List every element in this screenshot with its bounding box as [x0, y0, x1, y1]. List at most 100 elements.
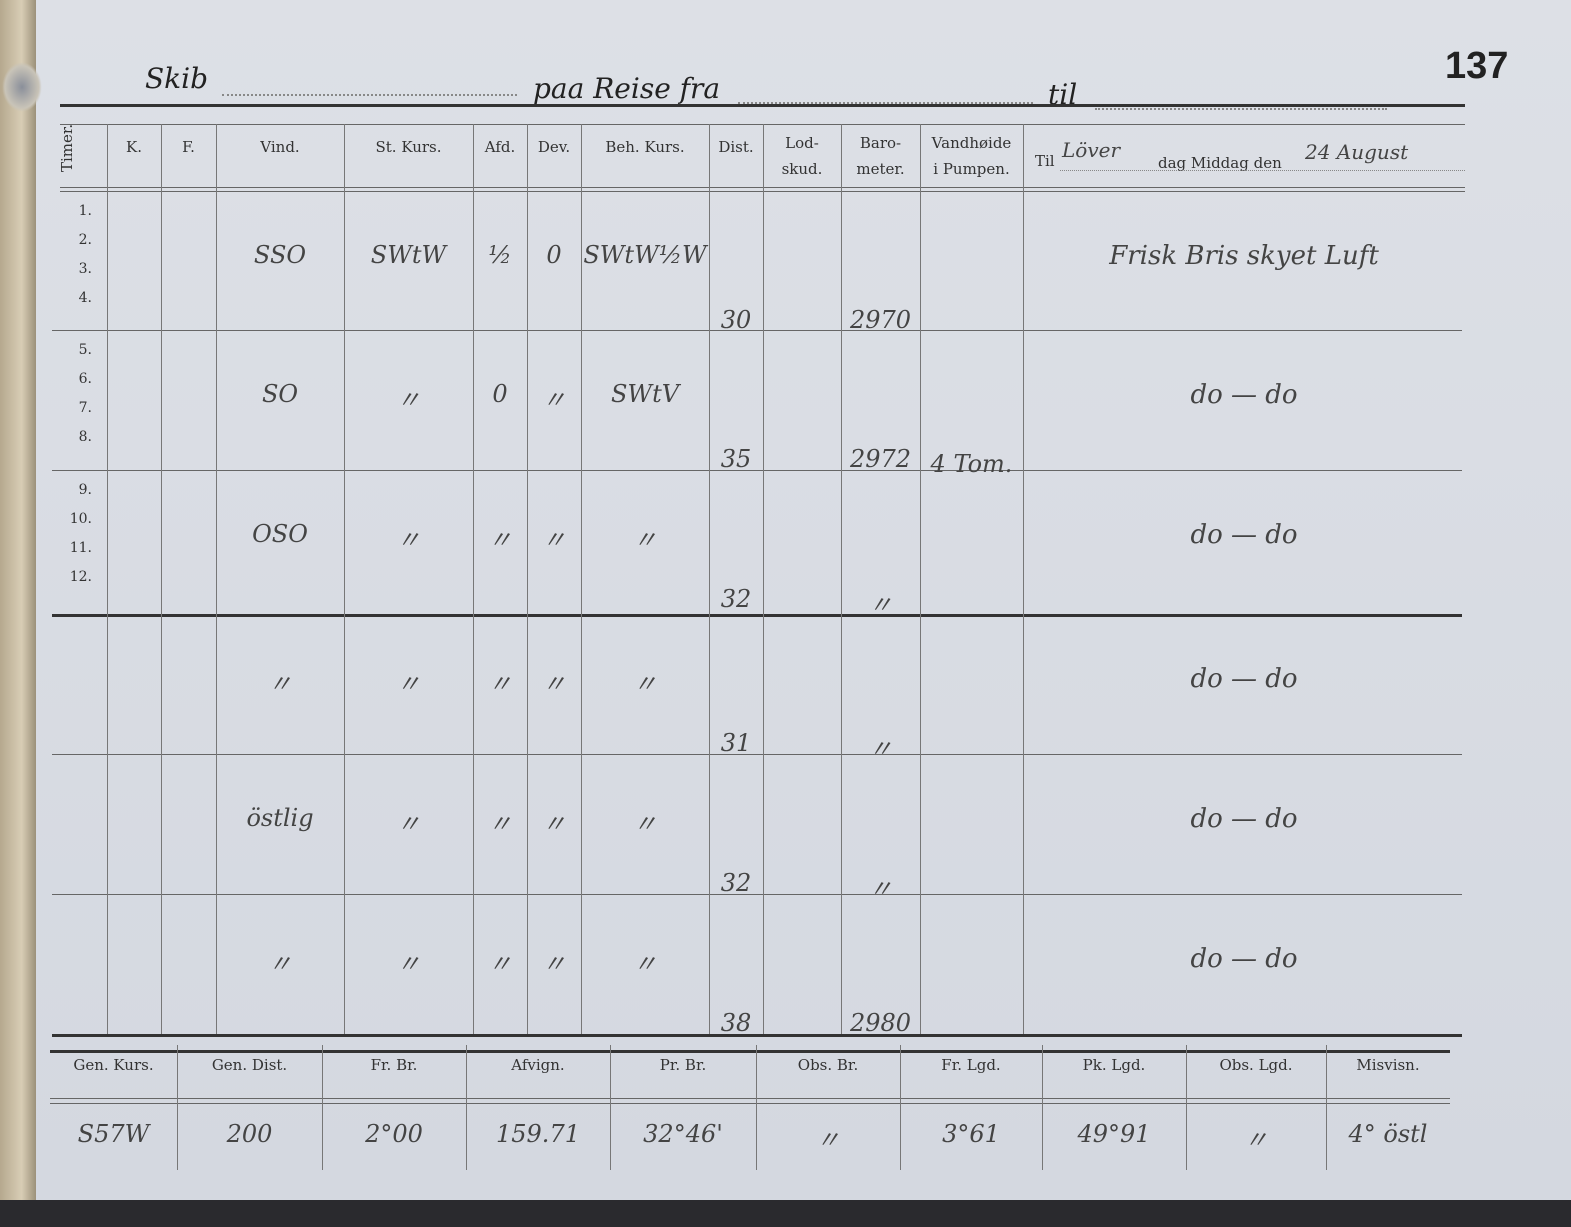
entry-afd: 〃 — [488, 810, 512, 838]
col-header-k: K. — [126, 138, 142, 156]
col-header-beh_kurs: Beh. Kurs. — [605, 138, 685, 156]
summary-header: Misvisn. — [1356, 1056, 1420, 1074]
ship-field — [222, 94, 517, 96]
col-header-f: F. — [182, 138, 195, 156]
summary-column-line — [900, 1045, 901, 1170]
entry-barometer: 〃 — [868, 735, 893, 763]
remarks-dag-middag-label: dag Middag den — [1158, 154, 1282, 172]
book-binding — [0, 0, 36, 1200]
entry-remark: do — do — [1190, 664, 1298, 694]
column-line — [920, 124, 921, 1034]
summary-header: Obs. Br. — [797, 1056, 859, 1074]
entry-vind: 〃 — [268, 670, 292, 698]
header-rule-2 — [60, 191, 1465, 192]
col-header-lod: Lod- skud. — [781, 134, 823, 178]
entry-remark: do — do — [1190, 944, 1298, 974]
entry-afd: 〃 — [488, 526, 512, 554]
col-header-afd: Afd. — [484, 138, 516, 156]
to-field — [1095, 108, 1387, 110]
entry-afd: 0 — [492, 380, 508, 408]
entry-dev: 〃 — [542, 950, 566, 978]
col-header-dev: Dev. — [537, 138, 571, 156]
ship-label: Skib — [145, 62, 209, 95]
entry-vand: 4 Tom. — [930, 450, 1013, 478]
entry-barometer: 2972 — [849, 445, 912, 473]
from-field — [738, 102, 1033, 104]
voyage-from-label: paa Reise fra — [533, 72, 721, 105]
col-header-baro: Baro- meter. — [856, 134, 905, 178]
logbook-page — [36, 0, 1571, 1200]
binding-thread — [2, 62, 42, 112]
hour-label: 3. — [78, 261, 92, 277]
column-line — [1023, 124, 1024, 1034]
entry-vind: SO — [261, 380, 299, 408]
summary-value: 159.71 — [496, 1120, 580, 1148]
hour-label: 10. — [69, 511, 92, 527]
hour-label: 8. — [78, 429, 92, 445]
col-header-st_kurs: St. Kurs. — [375, 138, 442, 156]
column-line — [709, 124, 710, 1034]
summary-value: 〃 — [1244, 1126, 1268, 1154]
entry-st-kurs: 〃 — [396, 670, 421, 698]
summary-value: 3°61 — [942, 1120, 1000, 1148]
top-rule — [60, 104, 1465, 107]
entry-st-kurs: 〃 — [396, 526, 421, 554]
column-line — [841, 124, 842, 1034]
entry-remark: Frisk Bris skyet Luft — [1109, 241, 1379, 271]
summary-value: 32°46' — [643, 1120, 723, 1148]
entry-vind: 〃 — [268, 950, 292, 978]
summary-column-line — [177, 1045, 178, 1170]
summary-header: Pr. Br. — [659, 1056, 707, 1074]
entry-st-kurs: SWtW — [370, 241, 447, 269]
entry-dev: 〃 — [542, 670, 566, 698]
col-header-timer: Timer. — [58, 123, 76, 172]
summary-header: Afvign. — [511, 1056, 565, 1074]
entry-vind: östlig — [246, 804, 314, 832]
top-thin-rule — [60, 124, 1465, 125]
summary-header: Gen. Dist. — [211, 1056, 288, 1074]
column-line — [161, 124, 162, 1034]
column-line — [344, 124, 345, 1034]
entry-dist: 32 — [720, 869, 752, 897]
entry-beh-kurs: 〃 — [633, 950, 657, 978]
entry-remark: do — do — [1190, 380, 1298, 410]
summary-column-line — [756, 1045, 757, 1170]
remarks-date: 24 August — [1305, 140, 1409, 164]
remarks-date-field — [1060, 170, 1465, 171]
summary-column-line — [466, 1045, 467, 1170]
column-line — [527, 124, 528, 1034]
hour-label: 11. — [69, 540, 92, 556]
remarks-til-label: Til — [1035, 152, 1055, 170]
summary-column-line — [322, 1045, 323, 1170]
entry-barometer: 2980 — [849, 1009, 912, 1037]
entry-beh-kurs: SWtV — [610, 380, 680, 408]
summary-column-line — [610, 1045, 611, 1170]
entry-beh-kurs: 〃 — [633, 670, 657, 698]
summary-value: S57W — [77, 1120, 150, 1148]
summary-value: 200 — [226, 1120, 273, 1148]
entry-dist: 38 — [720, 1009, 752, 1037]
hour-label: 5. — [78, 342, 92, 358]
entry-vind: OSO — [252, 520, 308, 548]
remarks-day: Löver — [1062, 138, 1121, 162]
watch-divider — [52, 754, 1462, 755]
hour-label: 7. — [78, 400, 92, 416]
entry-dev: 0 — [546, 241, 562, 269]
hour-label: 6. — [78, 371, 92, 387]
col-header-dist: Dist. — [718, 138, 754, 156]
hour-label: 12. — [69, 569, 92, 585]
summary-value: 〃 — [816, 1126, 840, 1154]
entry-barometer: 〃 — [868, 875, 893, 903]
summary-value: 49°91 — [1077, 1120, 1151, 1148]
summary-column-line — [1042, 1045, 1043, 1170]
watch-divider — [52, 894, 1462, 895]
hour-label: 4. — [78, 290, 92, 306]
entry-beh-kurs: SWtW½W — [583, 241, 707, 269]
entry-st-kurs: 〃 — [396, 810, 421, 838]
entry-afd: 〃 — [488, 670, 512, 698]
hour-label: 2. — [78, 232, 92, 248]
watch-divider — [52, 1034, 1462, 1037]
summary-header: Fr. Br. — [370, 1056, 418, 1074]
col-header-vind: Vind. — [260, 138, 300, 156]
column-line — [216, 124, 217, 1034]
